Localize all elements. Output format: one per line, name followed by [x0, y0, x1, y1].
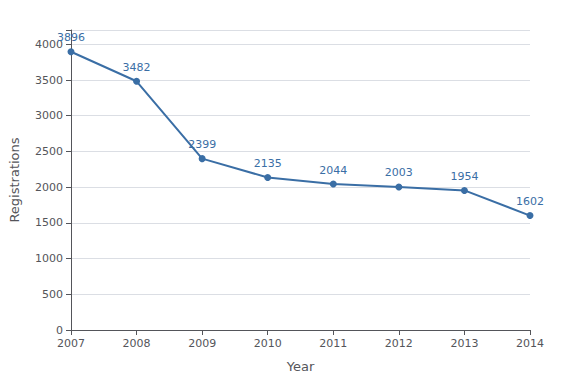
svg-text:2011: 2011	[319, 337, 347, 350]
svg-text:1000: 1000	[35, 252, 63, 265]
svg-text:4000: 4000	[35, 37, 63, 51]
svg-text:1500: 1500	[35, 216, 63, 229]
svg-text:Registrations: Registrations	[7, 137, 22, 222]
svg-text:2500: 2500	[35, 145, 63, 158]
svg-text:2135: 2135	[254, 157, 282, 170]
svg-text:3896: 3896	[57, 31, 85, 44]
svg-text:Year: Year	[286, 359, 315, 374]
svg-text:2008: 2008	[123, 337, 151, 350]
svg-text:2007: 2007	[57, 337, 85, 350]
svg-text:0: 0	[56, 324, 63, 337]
svg-text:2013: 2013	[450, 337, 478, 350]
svg-text:3500: 3500	[35, 74, 63, 87]
svg-text:2014: 2014	[516, 337, 544, 350]
svg-text:500: 500	[42, 288, 63, 301]
svg-text:3000: 3000	[35, 109, 63, 122]
svg-text:2010: 2010	[254, 337, 282, 350]
svg-text:2044: 2044	[319, 164, 347, 177]
svg-text:1602: 1602	[516, 195, 544, 208]
svg-text:3482: 3482	[123, 61, 151, 74]
svg-text:2003: 2003	[385, 166, 413, 179]
svg-text:2000: 2000	[35, 181, 63, 194]
svg-text:2009: 2009	[188, 337, 216, 350]
svg-text:2012: 2012	[385, 337, 413, 350]
svg-text:1954: 1954	[450, 170, 478, 183]
svg-text:2399: 2399	[188, 138, 216, 151]
